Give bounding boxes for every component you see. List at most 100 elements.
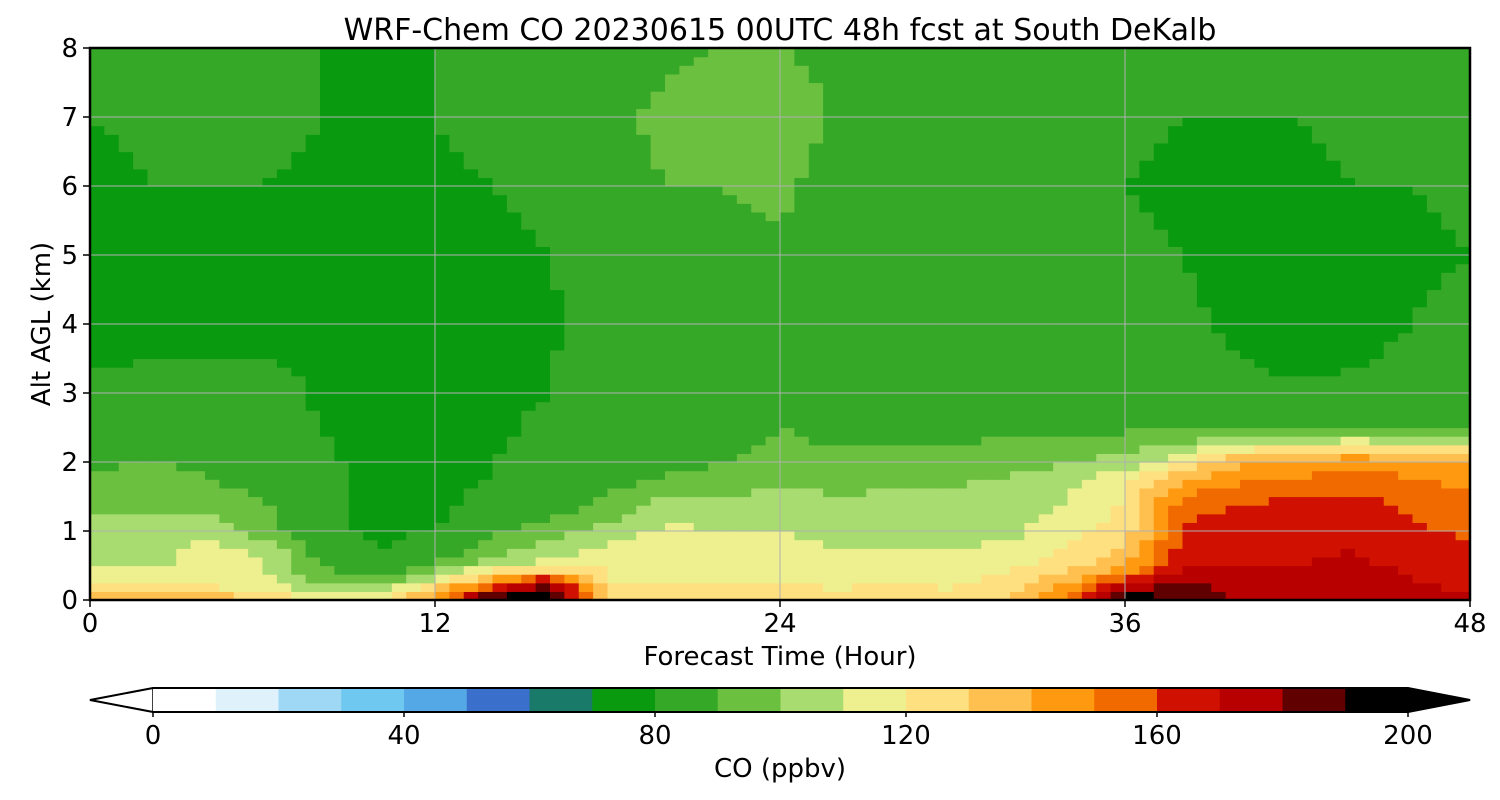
heatmap-cell bbox=[1355, 522, 1370, 532]
heatmap-cell bbox=[966, 220, 982, 230]
heatmap-cell bbox=[262, 462, 278, 472]
heatmap-cell bbox=[952, 393, 968, 403]
heatmap-cell bbox=[1340, 427, 1356, 437]
heatmap-cell bbox=[607, 513, 623, 523]
heatmap-cell bbox=[923, 401, 939, 411]
heatmap-cell bbox=[1311, 410, 1327, 420]
heatmap-cell bbox=[693, 582, 709, 592]
heatmap-cell bbox=[636, 160, 652, 170]
heatmap-cell bbox=[1096, 367, 1112, 377]
heatmap-cell bbox=[708, 462, 724, 472]
heatmap-cell bbox=[995, 410, 1011, 420]
heatmap-cell bbox=[1196, 496, 1212, 506]
heatmap-cell bbox=[1024, 168, 1040, 178]
heatmap-cell bbox=[1182, 393, 1198, 403]
heatmap-cell bbox=[291, 539, 307, 549]
heatmap-cell bbox=[722, 548, 738, 558]
heatmap-cell bbox=[449, 462, 465, 472]
heatmap-cell bbox=[1455, 393, 1471, 403]
heatmap-cell bbox=[435, 151, 450, 161]
heatmap-cell bbox=[1053, 367, 1069, 377]
heatmap-cell bbox=[837, 479, 853, 489]
heatmap-cell bbox=[1297, 194, 1313, 204]
heatmap-cell bbox=[923, 237, 939, 247]
heatmap-cell bbox=[435, 410, 450, 420]
heatmap-cell bbox=[478, 229, 494, 239]
heatmap-cell bbox=[837, 487, 853, 498]
heatmap-cell bbox=[377, 186, 393, 196]
heatmap-cell bbox=[1426, 177, 1442, 187]
heatmap-cell bbox=[995, 470, 1011, 480]
heatmap-cell bbox=[1340, 349, 1356, 360]
heatmap-cell bbox=[1326, 418, 1342, 429]
heatmap-cell bbox=[923, 496, 939, 506]
heatmap-cell bbox=[521, 505, 537, 515]
heatmap-cell bbox=[1383, 418, 1399, 429]
heatmap-cell bbox=[1168, 349, 1184, 360]
heatmap-cell bbox=[334, 393, 350, 403]
heatmap-cell bbox=[1024, 289, 1040, 299]
heatmap-cell bbox=[1067, 151, 1083, 161]
heatmap-cell bbox=[665, 393, 680, 403]
heatmap-cell bbox=[104, 367, 120, 377]
heatmap-cell bbox=[665, 194, 680, 204]
heatmap-cell bbox=[708, 470, 724, 480]
heatmap-cell bbox=[391, 177, 407, 187]
heatmap-cell bbox=[981, 211, 997, 222]
heatmap-cell bbox=[1268, 401, 1284, 411]
heatmap-cell bbox=[363, 453, 379, 463]
heatmap-cell bbox=[334, 367, 350, 377]
heatmap-cell bbox=[952, 289, 968, 299]
heatmap-cell bbox=[981, 505, 997, 515]
heatmap-cell bbox=[578, 272, 594, 282]
heatmap-cell bbox=[161, 505, 177, 515]
heatmap-cell bbox=[1067, 306, 1083, 316]
heatmap-cell bbox=[233, 479, 249, 489]
heatmap-cell bbox=[478, 548, 494, 558]
heatmap-cell bbox=[1311, 582, 1327, 592]
heatmap-cell bbox=[363, 462, 379, 472]
heatmap-cell bbox=[233, 315, 249, 325]
heatmap-cell bbox=[1369, 436, 1385, 446]
heatmap-cell bbox=[708, 393, 724, 403]
heatmap-cell bbox=[291, 298, 307, 308]
heatmap-cell bbox=[305, 556, 321, 567]
heatmap-cell bbox=[808, 203, 824, 213]
heatmap-cell bbox=[1182, 548, 1198, 558]
heatmap-cell bbox=[176, 487, 192, 498]
heatmap-cell bbox=[564, 496, 580, 506]
heatmap-cell bbox=[780, 160, 795, 170]
heatmap-cell bbox=[248, 522, 264, 532]
heatmap-cell bbox=[1081, 324, 1097, 334]
heatmap-cell bbox=[823, 453, 839, 463]
heatmap-cell bbox=[751, 531, 767, 541]
heatmap-cell bbox=[578, 505, 594, 515]
heatmap-cell bbox=[1168, 531, 1184, 541]
heatmap-cell bbox=[837, 246, 853, 256]
heatmap-cell bbox=[578, 280, 594, 291]
heatmap-cell bbox=[837, 255, 853, 265]
heatmap-cell bbox=[320, 548, 335, 558]
heatmap-cell bbox=[1355, 539, 1370, 549]
heatmap-cell bbox=[276, 324, 292, 334]
heatmap-cell bbox=[276, 582, 292, 592]
heatmap-cell bbox=[320, 531, 335, 541]
heatmap-cell bbox=[320, 237, 335, 247]
heatmap-cell bbox=[765, 375, 781, 385]
heatmap-cell bbox=[751, 436, 767, 446]
heatmap-cell bbox=[679, 186, 695, 196]
heatmap-cell bbox=[1455, 453, 1471, 463]
heatmap-cell bbox=[952, 548, 968, 558]
heatmap-cell bbox=[1441, 272, 1457, 282]
heatmap-cell bbox=[320, 444, 335, 454]
heatmap-cell bbox=[1268, 349, 1284, 360]
heatmap-cell bbox=[161, 263, 177, 273]
heatmap-cell bbox=[1211, 203, 1227, 213]
heatmap-cell bbox=[391, 436, 407, 446]
heatmap-cell bbox=[1311, 556, 1327, 567]
heatmap-cell bbox=[1326, 582, 1342, 592]
heatmap-cell bbox=[636, 479, 652, 489]
heatmap-cell bbox=[665, 332, 680, 342]
heatmap-cell bbox=[205, 324, 220, 334]
heatmap-cell bbox=[190, 582, 206, 592]
